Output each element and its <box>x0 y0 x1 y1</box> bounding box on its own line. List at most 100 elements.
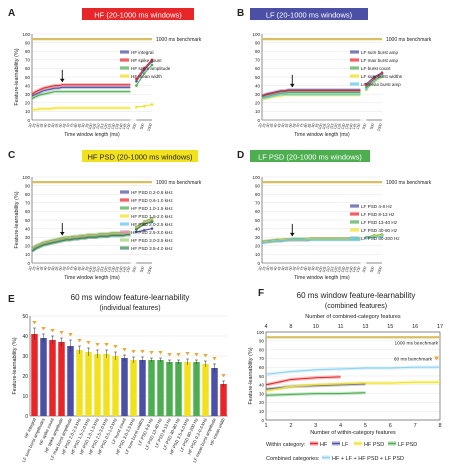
series-line <box>262 239 361 243</box>
top-tick-label: 16 <box>412 324 418 330</box>
legend-label: HF <box>320 442 328 448</box>
x-tick-label: 75 <box>299 266 304 271</box>
series-point <box>380 74 384 78</box>
y-tick-label: 10 <box>259 409 265 414</box>
bar <box>220 384 227 416</box>
x-tick-label: 55 <box>54 123 59 128</box>
y-tick-label: 80 <box>25 192 31 197</box>
x-tick-label: 105 <box>321 123 327 130</box>
x-tick-label: 25 <box>32 266 37 271</box>
benchmark-marker <box>122 348 127 352</box>
y-tick-label: 40 <box>22 334 28 340</box>
x-tick-label: 500 <box>139 266 145 273</box>
series-point <box>135 80 138 83</box>
benchmark-marker <box>41 327 46 331</box>
legend-label: HF PSD <box>364 442 384 448</box>
x-tick-label: 85 <box>307 123 312 128</box>
benchmark-label: 1000 ms benchmark <box>156 37 202 43</box>
series-point <box>150 103 154 106</box>
x-tick-label: 145 <box>352 123 358 130</box>
arrow-marker-head <box>289 83 295 88</box>
benchmark-60ms-label: 60 ms benchmark <box>394 356 433 362</box>
x-tick-label: 120 <box>103 266 109 273</box>
y-tick-label: 50 <box>255 75 261 80</box>
y-tick-label: 50 <box>22 314 28 320</box>
y-tick-label: 90 <box>25 40 31 45</box>
y-tick-label: 0 <box>257 261 260 266</box>
series-line <box>261 90 361 98</box>
x-tick-label: 120 <box>333 266 339 273</box>
series-line <box>31 91 131 100</box>
x-tick-label: 8 <box>438 423 441 429</box>
x-tick-label: 110 <box>325 266 331 273</box>
legend-label: LF mean burst amp <box>361 82 401 87</box>
y-axis-label: Feature-learnability (%) <box>12 337 18 394</box>
x-tick-label: 25 <box>262 266 267 271</box>
y-tick-label: 90 <box>25 183 31 188</box>
legend-label: HF spike amplitude <box>131 66 171 71</box>
series-point <box>150 220 154 224</box>
legend-label: HF PSD 3.0-3.5 kHz <box>131 238 173 243</box>
bar <box>121 358 128 416</box>
x-tick-label: 2 <box>289 423 292 429</box>
y-tick-label: 40 <box>25 226 31 231</box>
y-tick-label: 90 <box>259 339 265 344</box>
series-point <box>135 228 138 231</box>
series-line <box>261 94 361 100</box>
benchmark-marker <box>212 357 217 361</box>
x-tick-label: 105 <box>321 266 327 273</box>
panel-title-bar <box>250 150 370 162</box>
series-line <box>31 231 131 249</box>
legend-label: HF PSD 2.0-2.5 kHz <box>131 222 173 227</box>
x-tick-label: 80 <box>303 123 308 128</box>
series-point <box>142 223 146 226</box>
x-tick-label: 100 <box>318 266 324 273</box>
x-tick-label: 110 <box>325 123 331 130</box>
bar <box>175 362 182 416</box>
x-tick-label: 135 <box>114 266 120 273</box>
x-tick-label: 40 <box>43 123 48 128</box>
x-tick-label: 1000 <box>376 123 382 132</box>
x-tick-label: 125 <box>337 123 343 130</box>
benchmark-marker <box>50 329 55 333</box>
panel-subtitle: (combined features) <box>325 303 387 310</box>
y-tick-label: 50 <box>259 374 265 379</box>
x-tick-label: 35 <box>269 123 274 128</box>
x-tick-label: 105 <box>91 123 97 130</box>
x-tick-label: 50 <box>51 266 56 271</box>
x-tick-label: 7 <box>414 423 417 429</box>
series-point <box>365 87 368 91</box>
x-tick-label: 30 <box>265 266 270 271</box>
y-tick-label: 10 <box>255 109 261 114</box>
x-tick-label: 50 <box>51 123 56 128</box>
top-tick-label: 10 <box>313 324 319 330</box>
benchmark-marker <box>104 343 109 347</box>
legend-label: HF PSD 3.5-4.0 kHz <box>131 246 173 251</box>
benchmark-label: 1000 ms benchmark <box>386 37 432 43</box>
plot-frame <box>265 331 441 421</box>
x-tick-label: 100 <box>88 123 94 130</box>
legend-label: LF sum burst widths <box>361 74 403 79</box>
bar <box>76 350 83 416</box>
x-tick-label: 45 <box>277 266 282 271</box>
legend-label: LF PSD 13-40 Hz <box>361 220 398 225</box>
benchmark-marker <box>176 353 181 357</box>
x-tick-label: 20 <box>258 123 263 128</box>
x-tick-label: 140 <box>118 123 124 130</box>
benchmark-label: 1000 ms benchmark <box>395 340 439 346</box>
series-point <box>380 235 384 238</box>
x-tick-label: 90 <box>81 266 86 271</box>
benchmark-marker <box>194 353 199 357</box>
legend-label: LF <box>342 442 349 448</box>
y-tick-label: 0 <box>25 414 28 420</box>
legend-heading: Combined categories: <box>266 456 320 462</box>
x-tick-label: 45 <box>47 266 52 271</box>
x-axis-label: Number of within-category features <box>310 430 396 436</box>
panel-title-bar <box>250 8 368 20</box>
y-tick-label: 80 <box>255 192 261 197</box>
y-tick-label: 100 <box>22 32 30 37</box>
x-tick-label: 60 <box>288 266 293 271</box>
legend-label: HF PSD 0.2-0.6 kHz <box>131 190 173 195</box>
x-tick-label: 4 <box>339 423 342 429</box>
y-tick-label: 30 <box>255 235 261 240</box>
